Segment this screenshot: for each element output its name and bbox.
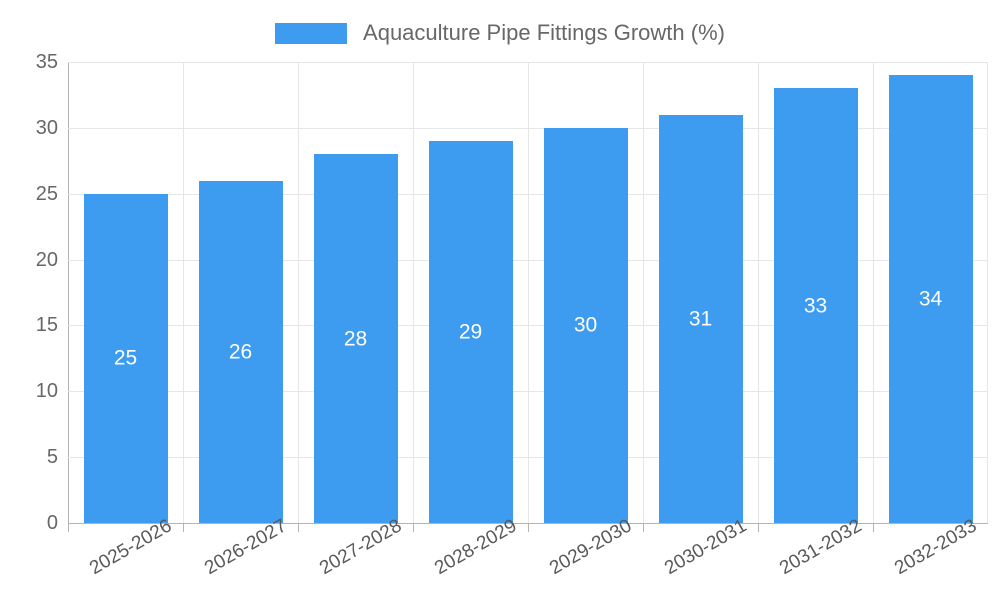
y-axis-tick-labels: 0 5 10 15 20 25 30 35 [0, 52, 58, 533]
y-axis-tick-label: 10 [35, 380, 58, 403]
bar[interactable] [428, 141, 513, 523]
bar-group: 25 [68, 62, 183, 523]
y-axis-tick-label: 25 [35, 182, 58, 205]
y-axis-tick-label: 35 [35, 51, 58, 73]
x-axis-tick-label: 2032-2033 [890, 515, 980, 580]
chart-legend: Aquaculture Pipe Fittings Growth (%) [0, 14, 1000, 52]
bar-value-label: 34 [918, 287, 943, 311]
bar-value-label: 33 [803, 294, 828, 318]
x-tick-mark [643, 523, 644, 532]
bar[interactable] [658, 114, 743, 523]
bar-value-label: 28 [343, 327, 368, 351]
y-axis-tick-label: 15 [35, 314, 58, 337]
x-tick-mark [873, 523, 874, 532]
x-gridline [183, 62, 184, 523]
x-axis-tick: 2025-2026 [68, 515, 183, 600]
x-axis-tick-label: 2025-2026 [85, 515, 175, 580]
bar-group: 29 [413, 62, 528, 523]
x-gridline [643, 62, 644, 523]
x-axis-tick: 2026-2027 [183, 515, 298, 600]
x-gridline [298, 62, 299, 523]
y-axis-tick-label: 20 [35, 248, 58, 271]
bar[interactable] [83, 193, 168, 523]
x-axis-tick-labels: 2025-2026 2026-2027 2027-2028 2028-2029 2029… [68, 515, 988, 600]
y-axis-tick-label: 30 [35, 116, 58, 139]
x-axis-tick: 2027-2028 [298, 515, 413, 600]
bar[interactable] [888, 75, 973, 523]
bar[interactable] [773, 88, 858, 523]
plot-area: 25 26 28 29 30 31 33 34 [68, 62, 988, 524]
x-gridline [528, 62, 529, 523]
x-axis-tick-label: 2030-2031 [660, 515, 750, 580]
y-axis-tick-label: 0 [46, 512, 58, 534]
x-axis-tick-label: 2029-2030 [545, 515, 635, 580]
x-tick-mark [68, 523, 69, 532]
bar[interactable] [543, 127, 628, 523]
bar[interactable] [313, 154, 398, 523]
legend-swatch-series-0[interactable] [275, 22, 348, 44]
bar-group: 31 [643, 62, 758, 523]
bar[interactable] [198, 180, 283, 523]
x-axis-tick: 2032-2033 [873, 515, 988, 600]
bar-value-label: 30 [573, 313, 598, 337]
bar-group: 28 [298, 62, 413, 523]
x-axis-tick: 2031-2032 [758, 515, 873, 600]
bar-group: 26 [183, 62, 298, 523]
y-axis-tick-label: 5 [46, 446, 58, 469]
legend-label-series-0[interactable]: Aquaculture Pipe Fittings Growth (%) [363, 20, 725, 45]
x-gridline [413, 62, 414, 523]
bar-group: 30 [528, 62, 643, 523]
x-tick-mark [183, 523, 184, 532]
x-axis-tick-label: 2026-2027 [200, 515, 290, 580]
x-axis-tick: 2029-2030 [528, 515, 643, 600]
y-axis-line [68, 62, 69, 524]
x-axis-tick: 2030-2031 [643, 515, 758, 600]
x-axis-tick-label: 2027-2028 [315, 515, 405, 580]
x-tick-mark [758, 523, 759, 532]
x-tick-mark [298, 523, 299, 532]
x-axis-tick-label: 2028-2029 [430, 515, 520, 580]
x-gridline [873, 62, 874, 523]
x-axis-tick: 2028-2029 [413, 515, 528, 600]
bar-group: 34 [873, 62, 988, 523]
bar-value-label: 26 [228, 340, 253, 364]
bar-group: 33 [758, 62, 873, 523]
bar-value-label: 25 [113, 346, 138, 370]
x-tick-mark [528, 523, 529, 532]
x-gridline [758, 62, 759, 523]
x-axis-tick-label: 2031-2032 [775, 515, 865, 580]
bar-value-label: 29 [458, 320, 483, 344]
x-gridline [987, 62, 988, 523]
bar-value-label: 31 [688, 307, 713, 331]
x-tick-mark [413, 523, 414, 532]
